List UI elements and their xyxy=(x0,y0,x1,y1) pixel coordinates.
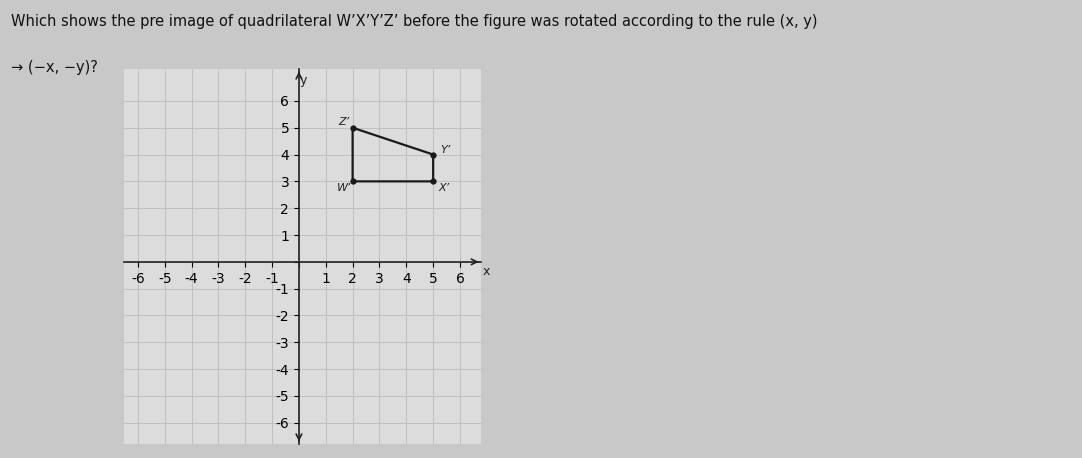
Text: Which shows the pre image of quadrilateral W’X’Y’Z’ before the figure was rotate: Which shows the pre image of quadrilater… xyxy=(11,14,817,29)
Text: Z’: Z’ xyxy=(338,117,349,127)
Text: X’: X’ xyxy=(438,183,450,193)
Text: → (−x, −y)?: → (−x, −y)? xyxy=(11,60,97,75)
Text: y: y xyxy=(300,74,307,87)
Text: Y’: Y’ xyxy=(440,145,450,155)
Text: W’: W’ xyxy=(337,183,351,193)
Text: x: x xyxy=(483,265,490,278)
